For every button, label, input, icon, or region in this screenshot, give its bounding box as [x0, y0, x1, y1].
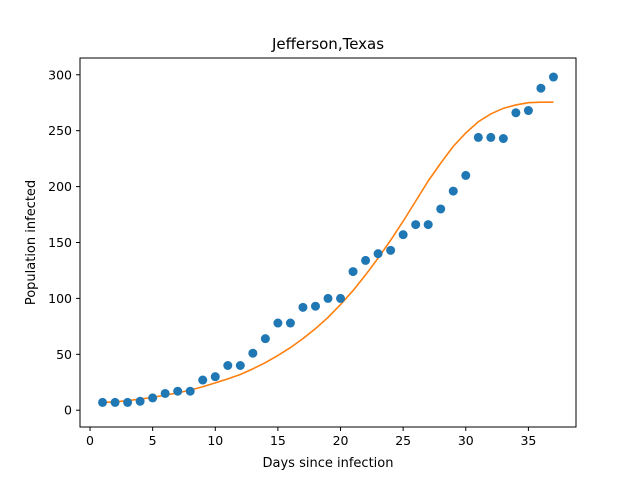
y-tick-label: 300 — [48, 67, 72, 82]
x-tick-label: 30 — [458, 433, 474, 448]
y-tick-label: 250 — [48, 123, 72, 138]
data-point — [173, 386, 183, 396]
data-point — [323, 293, 333, 303]
data-point — [448, 186, 458, 196]
data-point — [348, 267, 358, 277]
fit-line — [102, 101, 554, 404]
data-point — [198, 375, 208, 385]
y-tick-label: 200 — [48, 179, 72, 194]
data-point — [223, 361, 233, 370]
data-point — [310, 301, 320, 311]
data-point — [148, 393, 158, 403]
data-point — [248, 348, 258, 358]
data-point — [386, 245, 396, 255]
data-point — [436, 204, 446, 214]
y-tick-label: 0 — [64, 403, 72, 418]
data-point — [498, 134, 508, 144]
data-point — [123, 397, 133, 407]
y-tick-label: 100 — [48, 291, 72, 306]
data-point — [98, 397, 108, 407]
y-tick-label: 50 — [56, 347, 72, 362]
data-point — [273, 318, 283, 328]
y-axis: 0 50 100 150 200 250 300 — [48, 67, 80, 418]
plot-frame — [79, 57, 577, 428]
chart-title: Jefferson,Texas — [271, 35, 384, 53]
data-point — [548, 72, 558, 82]
x-axis-label: Days since infection — [263, 456, 394, 471]
data-point — [461, 170, 471, 180]
x-tick-label: 0 — [86, 433, 94, 448]
x-tick-label: 25 — [395, 433, 411, 448]
data-point — [235, 361, 245, 370]
data-point — [486, 132, 496, 142]
data-point — [135, 396, 145, 406]
data-point — [423, 220, 433, 230]
data-point — [373, 249, 383, 259]
data-point — [185, 386, 195, 396]
plot-area — [98, 72, 558, 407]
y-tick-label: 150 — [48, 235, 72, 250]
data-point — [298, 302, 308, 312]
x-tick-label: 15 — [270, 433, 286, 448]
data-point — [536, 83, 546, 93]
data-point — [210, 372, 220, 382]
x-tick-label: 35 — [520, 433, 536, 448]
data-point — [336, 293, 346, 303]
data-point — [361, 255, 371, 265]
x-axis: 0 5 10 15 20 25 30 35 — [86, 427, 536, 448]
x-tick-label: 10 — [207, 433, 223, 448]
x-tick-label: 5 — [149, 433, 157, 448]
x-tick-label: 20 — [333, 433, 349, 448]
data-point — [511, 108, 521, 118]
data-point — [473, 132, 483, 142]
data-point — [411, 220, 421, 230]
data-point — [398, 230, 408, 240]
data-point — [160, 388, 170, 398]
y-axis-label: Population infected — [24, 180, 39, 305]
data-point — [523, 106, 533, 116]
data-point — [285, 318, 295, 328]
data-point — [260, 334, 270, 344]
data-point — [110, 397, 120, 407]
